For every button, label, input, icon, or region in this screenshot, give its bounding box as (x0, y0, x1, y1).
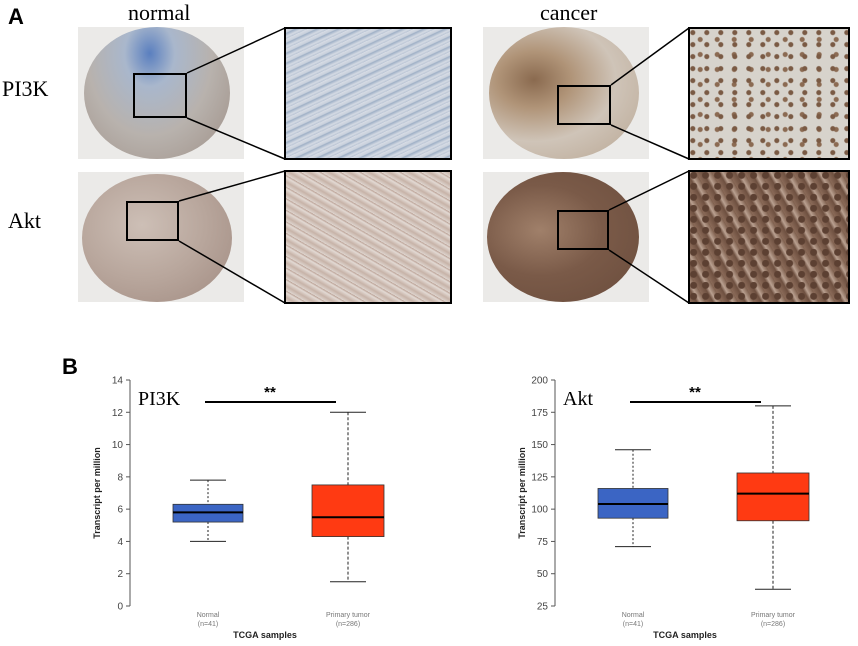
box-tumor (736, 472, 810, 522)
box-tumor (311, 484, 385, 537)
x-tick-label: Primary tumor (751, 612, 796, 619)
chart-title: PI3K (138, 388, 181, 410)
roi-box-pi3k-cancer (557, 85, 611, 125)
y-axis-label: Transcript per million (517, 447, 527, 539)
x-tick-sample-size: (n=41) (623, 621, 643, 628)
roi-box-akt-normal (126, 201, 179, 241)
x-axis-label: TCGA samples (233, 630, 297, 640)
y-tick-label: 100 (531, 505, 548, 516)
y-tick-label: 10 (112, 440, 124, 451)
significance-label: ** (689, 384, 701, 401)
zoom-image-akt-normal (284, 170, 452, 304)
y-tick-label: 4 (117, 537, 123, 548)
y-tick-label: 2 (117, 569, 123, 580)
y-tick-label: 150 (531, 440, 548, 451)
zoom-image-pi3k-cancer (688, 27, 850, 160)
chart-title: Akt (563, 388, 593, 410)
column-title-normal: normal (128, 0, 191, 25)
row-label-pi3k: PI3K (2, 76, 49, 101)
roi-box-pi3k-normal (133, 73, 187, 118)
x-tick-sample-size: (n=41) (198, 621, 218, 628)
y-tick-label: 8 (117, 472, 123, 483)
x-axis-label: TCGA samples (653, 630, 717, 640)
x-tick-label: Normal (197, 612, 220, 619)
y-tick-label: 12 (112, 408, 124, 419)
zoom-image-pi3k-normal (284, 27, 452, 160)
x-tick-label: Normal (622, 612, 645, 619)
row-label-akt: Akt (8, 208, 41, 233)
y-tick-label: 25 (537, 602, 549, 613)
y-tick-label: 200 (531, 376, 548, 387)
y-tick-label: 50 (537, 569, 549, 580)
y-tick-label: 0 (117, 602, 123, 613)
zoom-image-akt-cancer (688, 170, 850, 304)
y-axis-label: Transcript per million (92, 447, 102, 539)
panel-a-label: A (8, 4, 24, 29)
boxplot-akt: 25 50 75 100 125 150 175 200 Transcript per mill… (517, 376, 810, 640)
significance-label: ** (264, 384, 276, 401)
roi-box-akt-cancer (557, 210, 609, 250)
boxplot-pi3k: 0 2 4 6 8 10 12 14 Transcript per million TCGA sa… (92, 376, 385, 640)
y-tick-label: 75 (537, 537, 549, 548)
y-tick-label: 14 (112, 376, 124, 387)
column-title-cancer: cancer (540, 0, 598, 25)
y-tick-label: 6 (117, 505, 123, 516)
x-tick-sample-size: (n=286) (336, 621, 360, 628)
x-tick-label: Primary tumor (326, 612, 371, 619)
x-tick-sample-size: (n=286) (761, 621, 785, 628)
panel-b-label: B (62, 354, 78, 379)
y-tick-label: 175 (531, 408, 548, 419)
y-tick-label: 125 (531, 472, 548, 483)
